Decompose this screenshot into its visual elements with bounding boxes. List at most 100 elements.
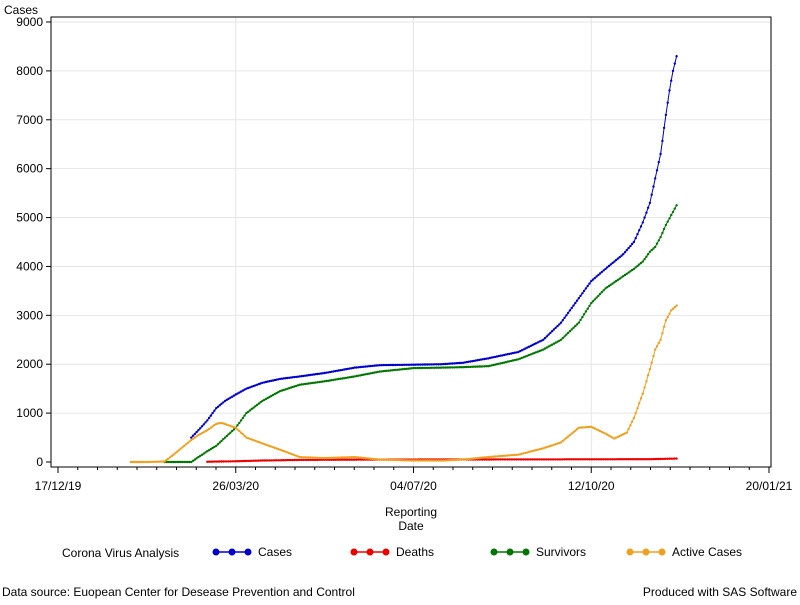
data-point: [300, 375, 303, 378]
data-point: [353, 375, 356, 378]
data-point: [295, 454, 298, 457]
data-point: [170, 454, 173, 458]
data-point: [245, 459, 248, 463]
data-point: [451, 458, 454, 462]
data-point: [327, 458, 330, 461]
data-point: [174, 452, 177, 455]
data-point: [414, 366, 417, 370]
data-point: [606, 433, 609, 436]
data-point: [446, 362, 449, 366]
data-point: [510, 454, 513, 457]
data-point: [330, 458, 333, 461]
data-point: [204, 430, 207, 433]
data-point: [614, 258, 618, 262]
data-point: [401, 368, 404, 371]
data-point: [572, 431, 575, 434]
data-point: [343, 377, 346, 380]
footer-source: Data source: Euopean Center for Desease …: [2, 585, 355, 599]
data-point: [327, 456, 330, 460]
data-point: [439, 366, 442, 369]
data-point: [311, 456, 314, 459]
data-point: [575, 323, 579, 326]
data-point: [550, 343, 554, 346]
data-point: [378, 370, 381, 373]
data-point: [570, 328, 573, 331]
data-point: [497, 354, 500, 358]
data-point: [522, 348, 525, 351]
data-point: [179, 460, 182, 464]
data-point: [444, 459, 447, 462]
data-point: [396, 363, 399, 367]
data-point: [412, 366, 415, 370]
data-point: [129, 460, 133, 464]
data-point: [598, 272, 602, 275]
data-point: [654, 177, 657, 180]
data-point: [581, 458, 584, 461]
data-point: [598, 458, 602, 461]
legend-swatch-marker: [350, 548, 358, 556]
data-point: [341, 377, 344, 380]
data-point: [598, 429, 602, 433]
data-point: [307, 456, 310, 459]
data-point: [231, 425, 234, 428]
data-point: [511, 453, 515, 457]
data-point: [266, 459, 269, 462]
data-point: [325, 371, 328, 374]
data-point: [574, 301, 577, 305]
data-point: [376, 458, 380, 461]
data-point: [623, 251, 627, 254]
data-point: [463, 361, 467, 364]
data-point: [167, 460, 170, 464]
data-point: [529, 458, 532, 461]
legend-label: Survivors: [536, 545, 586, 559]
data-point: [229, 431, 232, 434]
data-point: [231, 429, 234, 433]
data-point: [630, 268, 634, 272]
data-point: [309, 382, 312, 385]
data-point: [259, 441, 262, 444]
data-point: [492, 455, 495, 458]
data-point: [229, 396, 232, 399]
data-point: [362, 373, 365, 376]
data-point: [394, 363, 397, 367]
data-point: [666, 315, 669, 319]
data-point: [209, 426, 213, 429]
data-point: [193, 458, 197, 461]
data-point: [650, 361, 653, 364]
data-point: [211, 425, 214, 428]
data-point: [538, 448, 541, 451]
data-point: [449, 366, 452, 369]
data-point: [321, 380, 324, 383]
data-point: [440, 459, 444, 462]
data-point: [522, 356, 525, 359]
data-point: [289, 458, 293, 462]
data-point: [350, 458, 353, 461]
data-point: [351, 458, 355, 461]
data-point: [629, 244, 632, 248]
data-point: [455, 458, 458, 462]
data-point: [399, 459, 403, 462]
data-point: [447, 366, 451, 369]
data-point: [273, 459, 277, 462]
y-tick-label: 0: [36, 455, 43, 469]
data-point: [277, 459, 280, 462]
data-point: [577, 458, 580, 461]
data-point: [218, 460, 221, 463]
data-point: [213, 445, 216, 449]
data-point: [216, 405, 220, 408]
y-axis-label: Cases: [4, 3, 38, 17]
data-point: [268, 380, 271, 383]
data-point: [673, 457, 676, 460]
footer-credit: Produced with SAS Software: [643, 585, 797, 599]
data-point: [613, 458, 616, 461]
data-point: [439, 459, 442, 462]
data-point: [543, 347, 547, 350]
data-point: [559, 321, 563, 324]
data-point: [332, 370, 335, 373]
data-point: [675, 457, 678, 460]
data-point: [391, 458, 394, 462]
data-point: [559, 441, 563, 444]
legend-swatch-marker: [642, 548, 650, 556]
data-point: [447, 459, 451, 462]
data-point: [508, 352, 511, 356]
